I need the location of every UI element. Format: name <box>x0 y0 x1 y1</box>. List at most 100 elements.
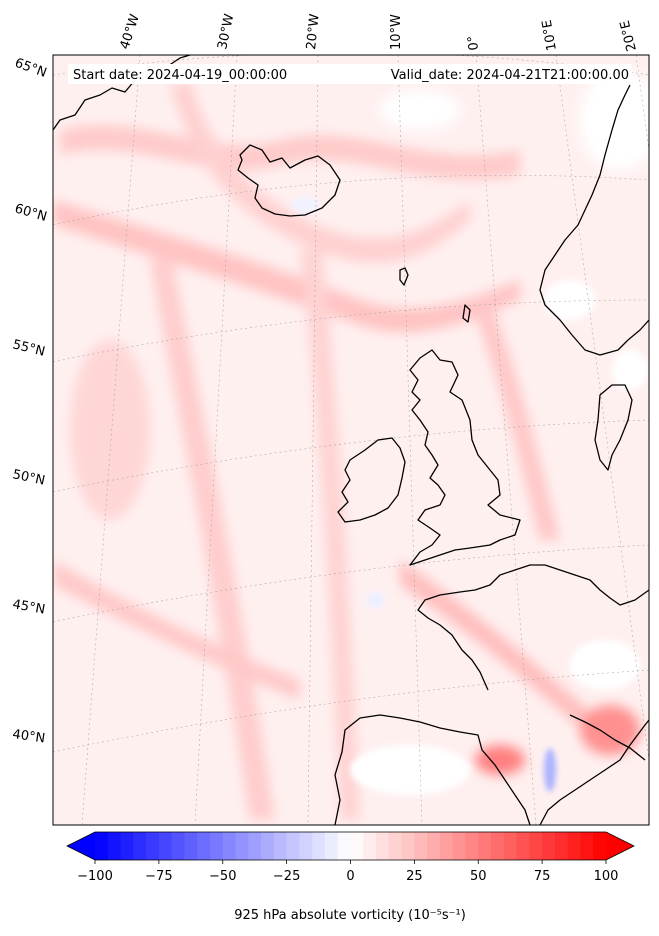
iberia-coast <box>334 714 531 825</box>
iceland-coast <box>237 144 341 217</box>
colorbar-tick-label: 25 <box>406 869 423 884</box>
lat-label-60n: 60°N <box>13 201 49 224</box>
colorbar-cell <box>376 832 390 860</box>
colorbar-cell <box>593 832 607 860</box>
colorbar-cell <box>478 832 492 860</box>
colorbar-tick-label: −50 <box>209 869 236 884</box>
header-background <box>68 64 632 84</box>
longitude-labels: 40°W 30°W 20°W 10°W 0° 10°E 20°E <box>118 12 640 52</box>
colorbar-tick-label: 50 <box>470 869 487 884</box>
lat-label-45n: 45°N <box>11 597 46 617</box>
colorbar-cell <box>158 832 173 860</box>
lat-label-65n: 65°N <box>13 56 49 81</box>
scandinavia-coast <box>539 84 649 356</box>
colorbar-cell <box>273 832 288 860</box>
colorbar-cell <box>580 832 594 860</box>
meridian-30w <box>194 55 238 825</box>
colorbar-cell <box>427 832 441 860</box>
colorbar-cell <box>567 832 582 860</box>
lat-label-50n: 50°N <box>11 467 46 488</box>
colorbar-cells <box>67 832 634 860</box>
lon-label-20e: 20°E <box>618 19 640 53</box>
italy-coast <box>569 714 646 761</box>
colorbar-cell <box>184 832 198 860</box>
valid-date-label: Valid_date: 2024-04-21T21:00:00.00 <box>391 68 629 83</box>
colorbar-tick-label: −75 <box>145 869 172 884</box>
colorbar-cell <box>452 832 467 860</box>
colorbar-cell <box>171 832 186 860</box>
colorbar-cell <box>286 832 301 860</box>
lon-label-10w: 10°W <box>389 14 404 50</box>
lat-label-40n: 40°N <box>11 727 46 746</box>
colorbar-cell <box>337 832 352 860</box>
colorbar-cell <box>107 832 122 860</box>
colorbar-cell <box>465 832 479 860</box>
denmark-coast <box>594 384 633 471</box>
colorbar-cell <box>350 832 364 860</box>
latitude-labels: 65°N 60°N 55°N 50°N 45°N 40°N <box>11 56 49 747</box>
meridian-0 <box>475 55 537 825</box>
lon-label-20w: 20°W <box>304 13 323 50</box>
meridian-20e <box>635 55 649 151</box>
colorbar-cell <box>554 832 569 860</box>
colorbar: −100 −75 −50 −25 0 25 50 75 100 925 hPa absolute… <box>66 831 635 923</box>
colorbar-cell <box>414 832 428 860</box>
colorbar-cell <box>529 832 543 860</box>
graticule <box>53 55 649 825</box>
parallel-55n <box>53 299 649 363</box>
continental-europe-coast <box>417 564 649 691</box>
colorbar-cell <box>542 832 556 860</box>
colorbar-cell <box>388 832 403 860</box>
colorbar-cell <box>235 832 249 860</box>
lon-label-10e: 10°E <box>540 19 560 52</box>
colorbar-tick-label: −25 <box>273 869 300 884</box>
parallel-60n <box>53 174 649 226</box>
north-africa-coast <box>539 719 649 825</box>
map-panel: Start date: 2024-04-19_00:00:00 Valid_da… <box>53 55 649 825</box>
colorbar-cell <box>401 832 415 860</box>
colorbar-tick-label: 75 <box>534 869 551 884</box>
lon-label-40w: 40°W <box>118 12 143 51</box>
colorbar-cell <box>95 832 109 860</box>
coastlines <box>53 55 649 825</box>
colorbar-cell <box>222 832 237 860</box>
colorbar-cell <box>312 832 326 860</box>
parallel-40n <box>53 669 649 753</box>
shetland-islands <box>462 304 471 323</box>
colorbar-cell <box>503 832 518 860</box>
colorbar-title: 925 hPa absolute vorticity (10⁻⁵s⁻¹) <box>234 908 466 923</box>
lon-label-30w: 30°W <box>215 12 237 50</box>
colorbar-cell <box>146 832 160 860</box>
meridian-20w <box>307 55 319 825</box>
colorbar-tick-label: 0 <box>346 869 354 884</box>
colorbar-cell <box>491 832 505 860</box>
colorbar-cell <box>209 832 224 860</box>
colorbar-extend-min <box>67 832 95 860</box>
start-date-label: Start date: 2024-04-19_00:00:00 <box>73 68 287 83</box>
ireland-coast <box>337 437 406 523</box>
colorbar-cell <box>516 832 530 860</box>
parallel-50n <box>53 419 649 493</box>
meridian-10e <box>555 55 649 761</box>
vorticity-shading-detail <box>291 197 648 795</box>
parallel-45n <box>53 544 649 623</box>
colorbar-cell <box>439 832 454 860</box>
meridian-40w <box>81 55 141 825</box>
map-frame <box>52 54 650 826</box>
colorbar-cell <box>120 832 134 860</box>
lon-label-0: 0° <box>466 35 482 51</box>
faroe-islands <box>399 267 409 286</box>
colorbar-cell <box>261 832 275 860</box>
colorbar-cell <box>248 832 262 860</box>
colorbar-cell <box>363 832 377 860</box>
colorbar-extend-max <box>606 832 634 860</box>
colorbar-tick-label: 100 <box>594 869 619 884</box>
colorbar-cell <box>324 832 339 860</box>
meridian-10w <box>397 55 423 825</box>
colorbar-cell <box>197 832 211 860</box>
colorbar-cell <box>299 832 313 860</box>
colorbar-cell <box>133 832 147 860</box>
vorticity-shading <box>53 70 649 820</box>
lat-label-55n: 55°N <box>11 337 46 359</box>
